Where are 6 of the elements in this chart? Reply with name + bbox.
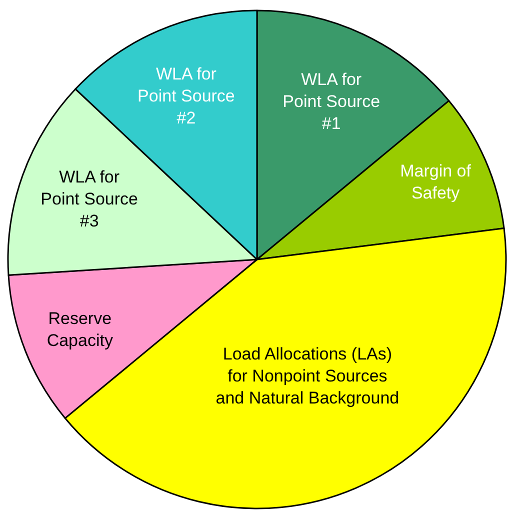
slice-label: Margin of Safety	[400, 162, 472, 203]
slice-label: WLA for Point Source #2	[138, 64, 235, 128]
slice-label: Reserve Capacity	[46, 308, 114, 350]
slice-label: WLA for Point Source #3	[40, 168, 138, 231]
slice-label: WLA for Point Source #1	[282, 70, 380, 134]
slice-label: Load Allocations (LAs) for Nonpoint Sources and Natural Background	[216, 344, 400, 408]
